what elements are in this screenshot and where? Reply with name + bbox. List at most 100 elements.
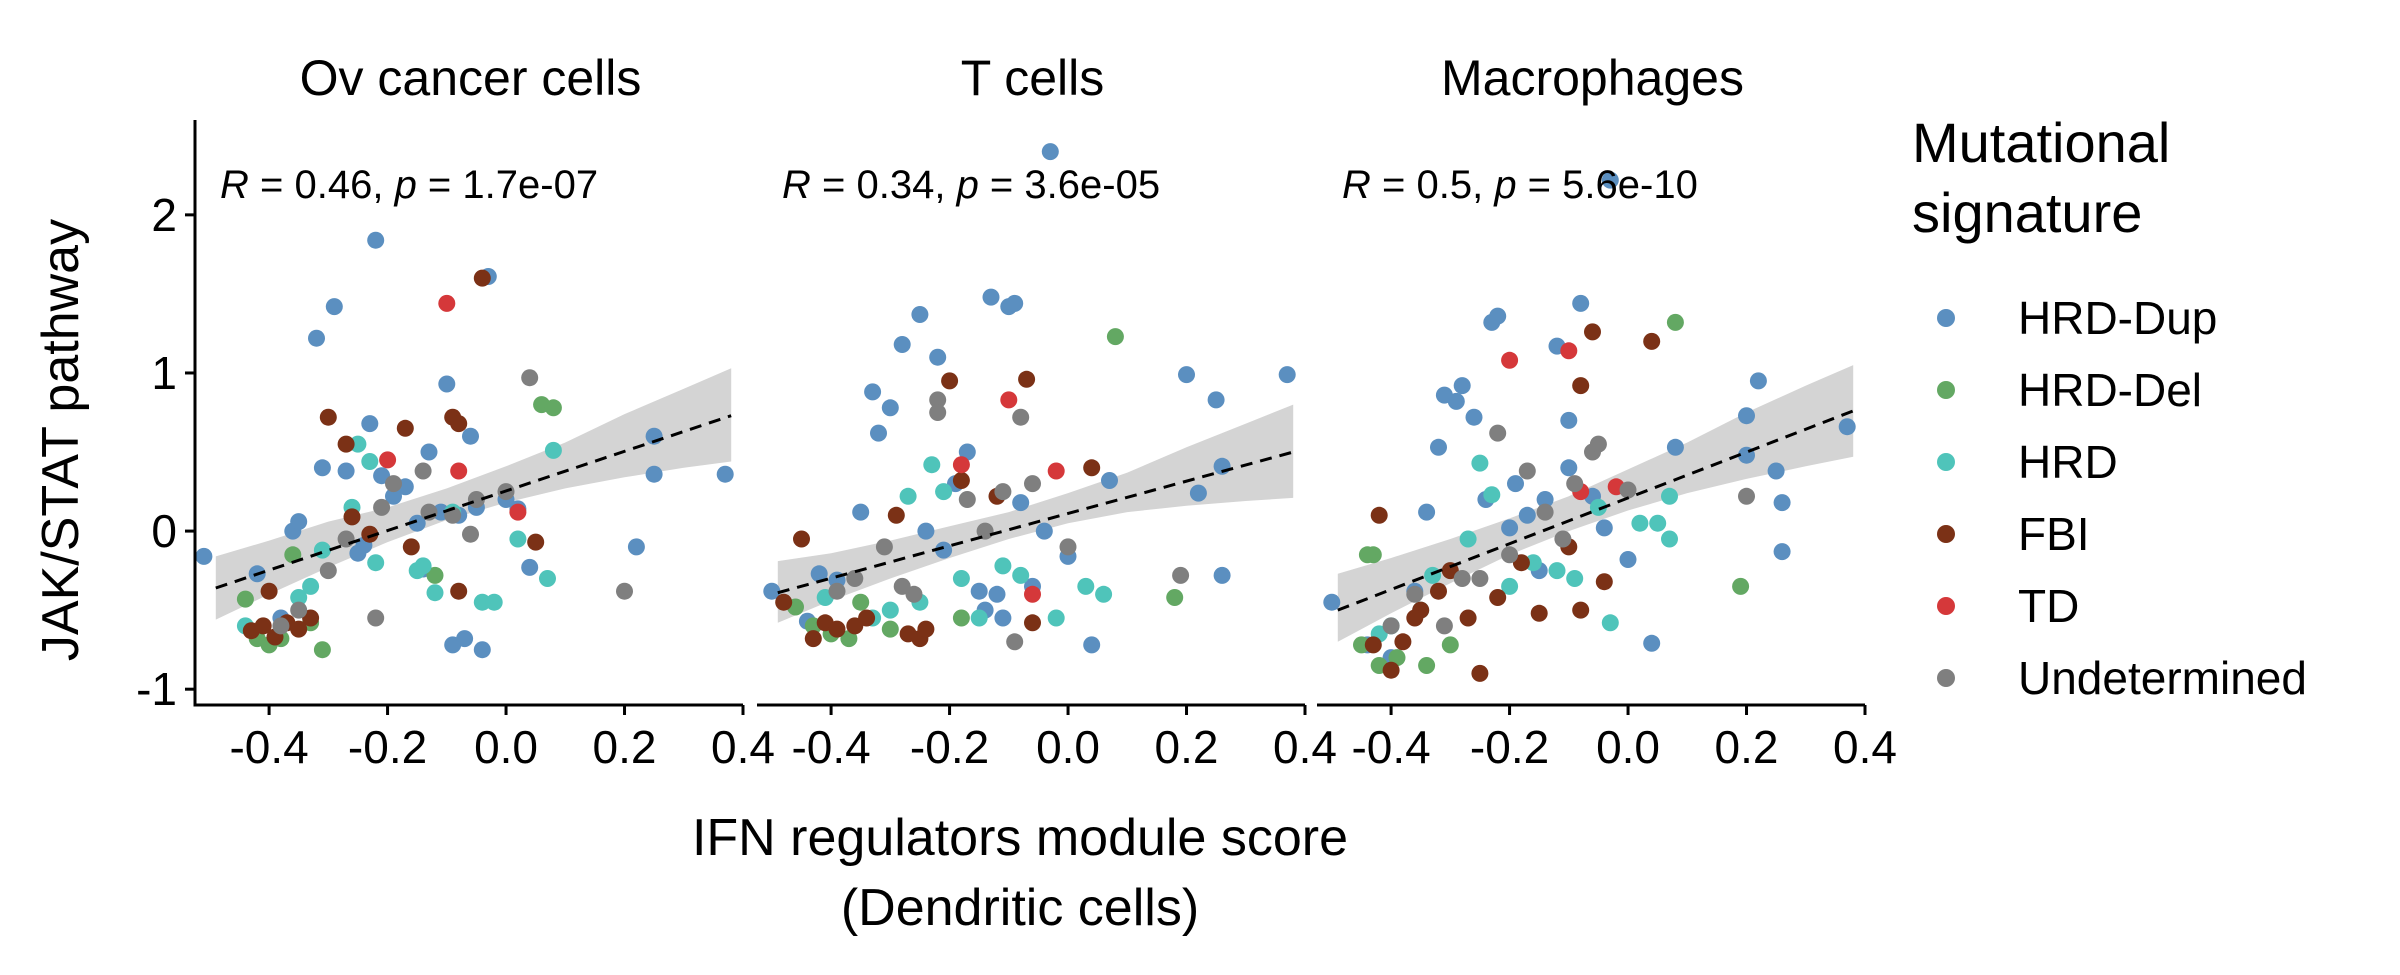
- data-point: [509, 503, 527, 521]
- legend-label: HRD-Del: [2018, 364, 2202, 416]
- data-point: [1406, 585, 1424, 603]
- data-point: [1489, 424, 1507, 442]
- data-point: [1370, 506, 1388, 524]
- data-point: [840, 630, 858, 648]
- data-point: [367, 554, 385, 572]
- data-point: [1435, 617, 1453, 635]
- data-point: [988, 585, 1006, 603]
- data-point: [1572, 377, 1590, 395]
- data-point: [935, 541, 953, 559]
- data-point: [941, 372, 959, 390]
- data-point: [1767, 462, 1785, 480]
- data-point: [1012, 566, 1030, 584]
- data-point: [367, 231, 385, 249]
- data-point: [1649, 514, 1667, 532]
- data-point: [1536, 491, 1554, 508]
- data-point: [1572, 601, 1590, 619]
- data-point: [1601, 614, 1619, 632]
- data-point: [1453, 377, 1471, 395]
- x-tick-label: -0.2: [1470, 721, 1549, 773]
- x-axis-label-line1: IFN regulators module score: [692, 809, 1348, 867]
- data-point: [881, 620, 899, 638]
- data-point: [1059, 538, 1077, 556]
- data-point: [473, 593, 491, 611]
- data-point: [438, 294, 456, 312]
- legend-swatch: [1937, 525, 1955, 543]
- data-point: [1465, 408, 1483, 426]
- data-point: [1518, 462, 1536, 480]
- data-point: [473, 269, 491, 287]
- legend: Mutational signature HRD-Dup HRD-Del HRD FB…: [1912, 111, 2307, 704]
- data-point: [1595, 573, 1613, 591]
- data-point: [929, 391, 947, 409]
- data-point: [1507, 475, 1524, 493]
- panel-title: Ov cancer cells: [300, 50, 642, 106]
- data-point: [952, 609, 970, 627]
- data-point: [870, 424, 887, 442]
- data-point: [1501, 519, 1519, 537]
- data-point: [1453, 570, 1471, 587]
- data-point: [1518, 506, 1536, 524]
- data-point: [539, 570, 556, 587]
- data-point: [1077, 577, 1095, 595]
- panel-title: T cells: [961, 50, 1105, 106]
- data-point: [236, 590, 254, 608]
- regression-line: [215, 414, 732, 590]
- data-point: [1024, 585, 1041, 603]
- data-point: [810, 565, 828, 583]
- data-point: [1388, 649, 1406, 667]
- x-tick-label: -0.2: [348, 721, 427, 773]
- data-point: [1172, 566, 1190, 584]
- data-point: [917, 522, 935, 540]
- data-point: [1838, 418, 1856, 436]
- data-point: [1323, 593, 1341, 611]
- data-point: [994, 609, 1012, 627]
- legend-swatch: [1937, 669, 1955, 687]
- x-tick-label: 0.2: [1155, 721, 1219, 773]
- data-point: [1394, 633, 1412, 651]
- data-point: [793, 530, 810, 548]
- data-point: [1447, 392, 1465, 410]
- data-point: [254, 617, 272, 635]
- data-point: [408, 514, 426, 532]
- data-point: [1483, 486, 1501, 504]
- data-point: [302, 577, 320, 595]
- x-tick-label: 0.4: [1833, 721, 1897, 773]
- panel-1: T cells R = 0.34, p = 3.6e-05 -0.4 -0.2 0.0 0…: [757, 50, 1337, 773]
- data-point: [952, 472, 970, 489]
- y-axis: -1 0 1 2: [136, 120, 197, 715]
- data-point: [272, 617, 290, 635]
- data-point: [1489, 589, 1507, 606]
- data-point: [1006, 633, 1024, 651]
- data-point: [361, 525, 379, 543]
- data-point: [313, 641, 331, 659]
- data-point: [313, 459, 331, 477]
- data-point: [899, 487, 917, 505]
- data-point: [1006, 294, 1024, 312]
- data-point: [1024, 614, 1041, 632]
- legend-swatch: [1937, 381, 1955, 399]
- y-axis-label: JAK/STAT pathway: [32, 219, 90, 661]
- data-point: [544, 399, 562, 417]
- data-point: [627, 538, 645, 556]
- legend-swatch: [1937, 453, 1955, 471]
- data-point: [1661, 487, 1678, 505]
- data-point: [1773, 543, 1791, 561]
- data-point: [367, 609, 385, 627]
- data-point: [1418, 503, 1436, 521]
- data-point: [958, 443, 976, 461]
- legend-label: Undetermined: [2018, 652, 2307, 704]
- data-point: [462, 427, 479, 445]
- data-point: [1601, 171, 1619, 189]
- data-point: [1501, 546, 1519, 564]
- data-point: [804, 630, 822, 648]
- data-point: [864, 383, 882, 401]
- data-point: [290, 513, 308, 531]
- data-point: [994, 483, 1012, 501]
- data-point: [1358, 546, 1376, 564]
- data-point: [881, 601, 899, 619]
- legend-title-line2: signature: [1912, 181, 2142, 244]
- data-point: [456, 630, 474, 648]
- data-point: [852, 503, 870, 521]
